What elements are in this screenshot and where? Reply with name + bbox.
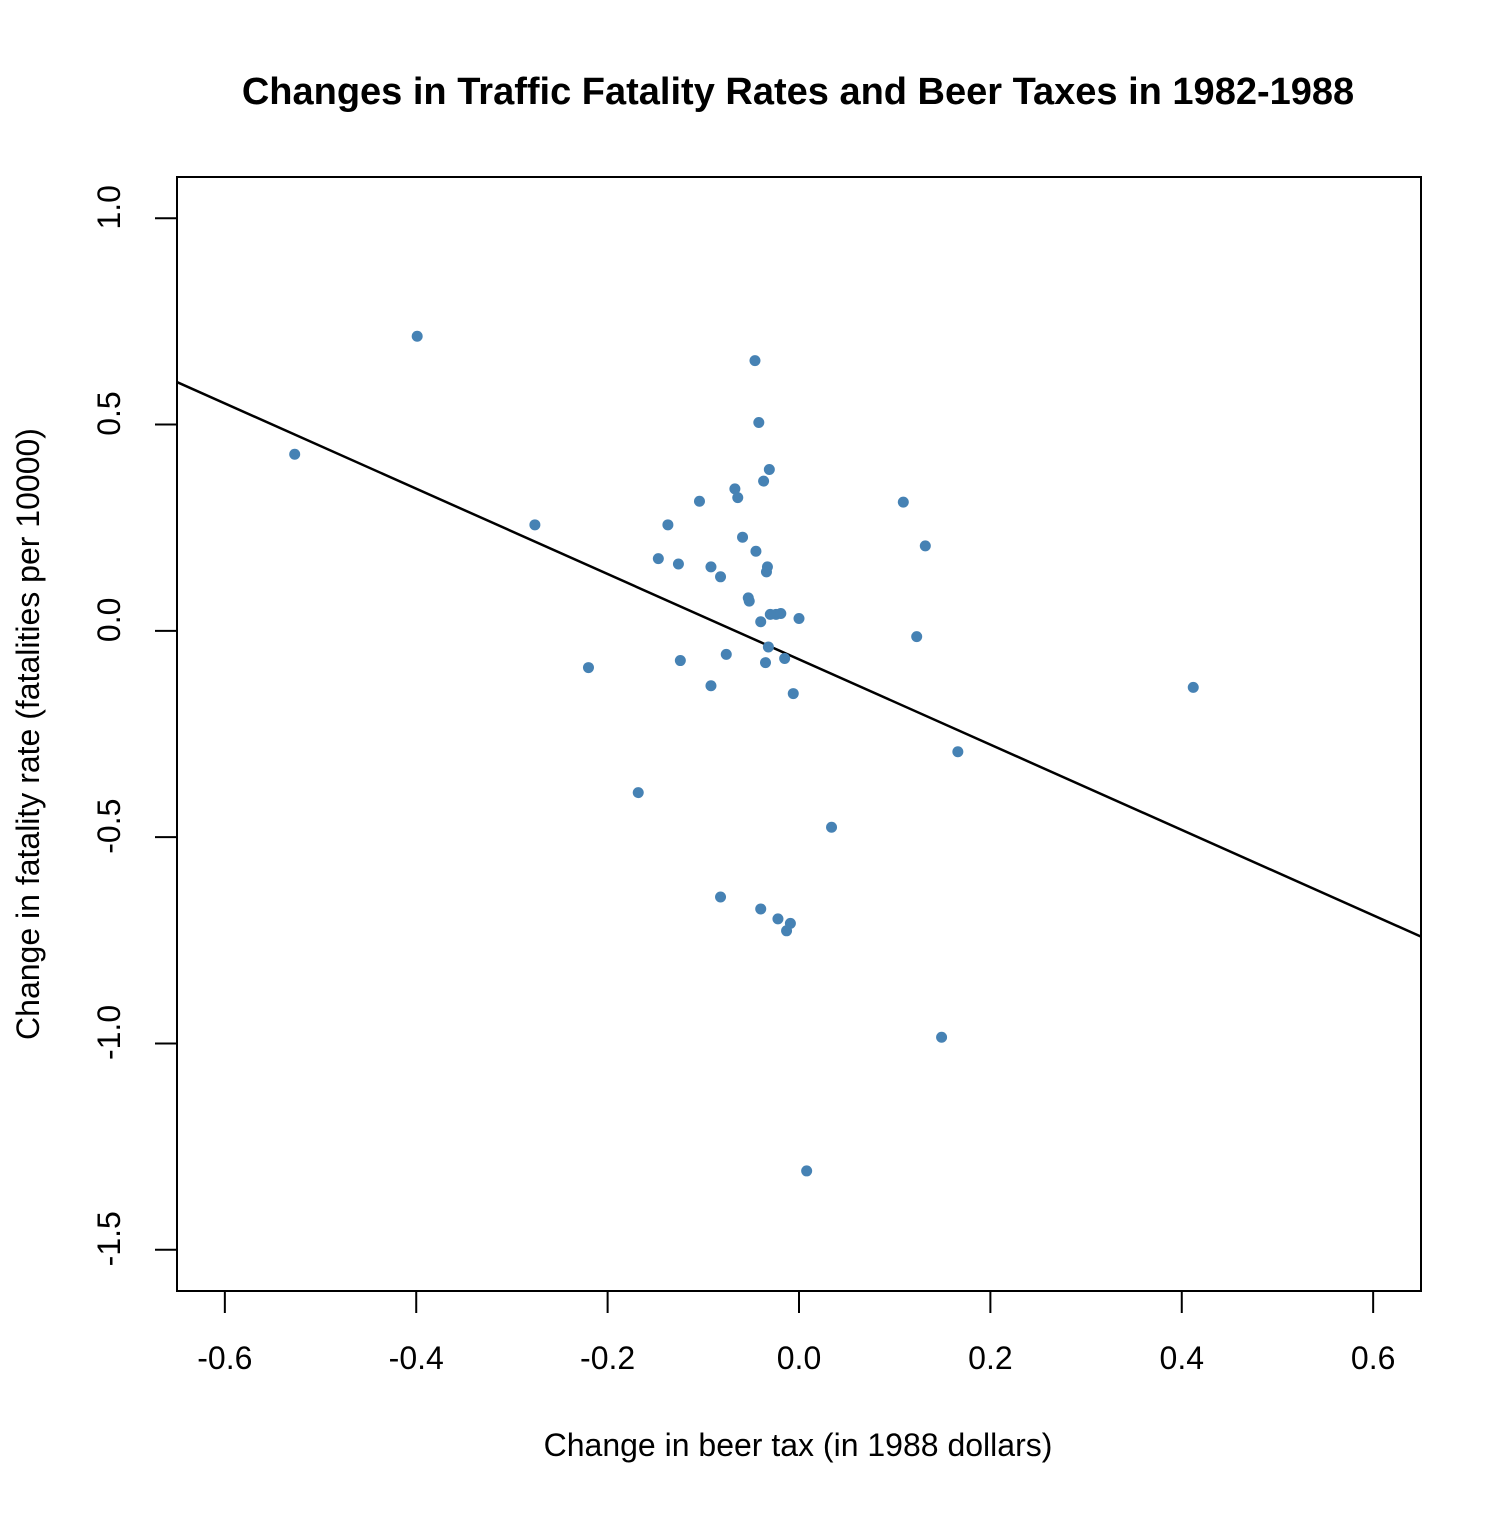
x-tick-label: 0.6 bbox=[1351, 1340, 1395, 1376]
data-point bbox=[762, 641, 774, 653]
x-tick-label: 0.0 bbox=[777, 1340, 821, 1376]
data-point bbox=[411, 330, 423, 342]
data-point bbox=[784, 917, 796, 929]
points-layer bbox=[289, 330, 1199, 1177]
data-point bbox=[1187, 681, 1199, 693]
data-point bbox=[755, 616, 767, 628]
y-tick-label: -1.0 bbox=[91, 1005, 127, 1060]
data-point bbox=[582, 662, 594, 674]
data-point bbox=[750, 545, 762, 557]
data-point bbox=[632, 787, 644, 799]
data-point bbox=[715, 571, 727, 583]
data-point bbox=[897, 496, 909, 508]
data-point bbox=[753, 416, 765, 428]
y-tick-label: 0.0 bbox=[91, 598, 127, 642]
data-point bbox=[775, 608, 787, 620]
data-point bbox=[743, 595, 755, 607]
x-tick-label: -0.2 bbox=[580, 1340, 635, 1376]
data-point bbox=[715, 891, 727, 903]
x-axis: -0.6 -0.4 -0.2 0.0 0.2 0.4 0.6 bbox=[197, 1290, 1395, 1376]
data-point bbox=[755, 903, 767, 915]
data-point bbox=[760, 657, 772, 669]
x-axis-label: Change in beer tax (in 1988 dollars) bbox=[544, 1427, 1053, 1463]
y-tick-label: -0.5 bbox=[91, 799, 127, 854]
y-tick-label: 0.5 bbox=[91, 391, 127, 435]
data-point bbox=[652, 553, 664, 565]
data-point bbox=[936, 1031, 948, 1043]
data-point bbox=[289, 448, 301, 460]
y-tick-label: 1.0 bbox=[91, 185, 127, 229]
x-tick-label: 0.4 bbox=[1160, 1340, 1204, 1376]
data-point bbox=[729, 483, 741, 495]
data-point bbox=[737, 531, 749, 543]
data-point bbox=[693, 495, 705, 507]
data-point bbox=[732, 492, 744, 504]
data-point bbox=[705, 680, 717, 692]
data-point bbox=[672, 558, 684, 570]
data-point bbox=[801, 1165, 813, 1177]
data-point bbox=[826, 821, 838, 833]
data-point bbox=[772, 913, 784, 925]
data-point bbox=[662, 519, 674, 531]
data-point bbox=[705, 561, 717, 573]
data-point bbox=[793, 612, 805, 624]
y-tick-label: -1.5 bbox=[91, 1211, 127, 1266]
data-point bbox=[720, 648, 732, 660]
data-point bbox=[761, 561, 773, 573]
x-tick-label: -0.4 bbox=[389, 1340, 444, 1376]
data-point bbox=[787, 688, 799, 700]
data-point bbox=[529, 519, 541, 531]
data-point bbox=[952, 746, 964, 758]
data-point bbox=[911, 631, 923, 643]
data-point bbox=[763, 464, 775, 476]
y-axis-label: Change in fatality rate (fatalities per … bbox=[10, 428, 46, 1040]
data-point bbox=[919, 540, 931, 552]
x-tick-label: 0.2 bbox=[968, 1340, 1012, 1376]
data-point bbox=[674, 655, 686, 667]
data-point bbox=[779, 652, 791, 664]
regression-layer bbox=[176, 380, 1422, 938]
data-point bbox=[758, 475, 770, 487]
y-axis: -1.5 -1.0 -0.5 0.0 0.5 1.0 bbox=[91, 185, 178, 1266]
data-point bbox=[749, 355, 761, 367]
chart-title: Changes in Traffic Fatality Rates and Be… bbox=[242, 71, 1354, 113]
regression-line bbox=[176, 380, 1422, 938]
x-tick-label: -0.6 bbox=[197, 1340, 252, 1376]
